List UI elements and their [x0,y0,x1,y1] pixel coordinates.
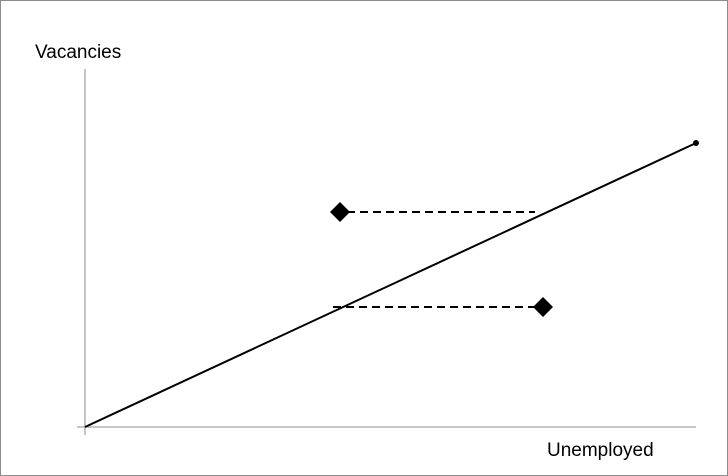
x-axis-label: Unemployed [547,440,654,461]
lower-diamond-marker [533,297,553,317]
y-axis-label: Vacancies [35,42,122,63]
line-endpoint [693,140,699,146]
diagonal-line [84,142,697,428]
upper-diamond-marker [330,202,350,222]
